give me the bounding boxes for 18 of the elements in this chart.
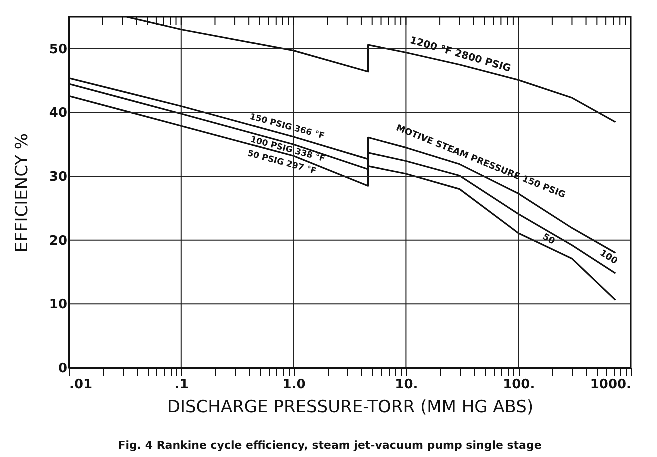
annotation: 100 [598, 248, 620, 268]
x-tick-label: .1 [174, 378, 189, 392]
x-tick-label: 100. [503, 378, 536, 392]
y-tick-label: 20 [49, 234, 68, 249]
y-tick-label: 40 [49, 106, 68, 122]
annotation: 50 [540, 232, 556, 248]
caption: Fig. 4 Rankine cycle efficiency, steam jet-vacuum pump single stage [118, 439, 542, 452]
y-tick-label: 50 [49, 42, 68, 58]
y-tick-label: 0 [58, 362, 68, 376]
annotation: 1200 °F 2800 PSIG [408, 35, 512, 75]
x-tick-label: 10. [395, 378, 418, 392]
y-tick-label: 30 [49, 170, 68, 186]
x-tick-label: 1000. [590, 378, 632, 392]
y-axis-title: EFFICIENCY % [12, 133, 32, 253]
x-tick-label: 1.0 [282, 378, 306, 392]
x-axis-title: DISCHARGE PRESSURE-TORR (MM HG ABS) [167, 398, 534, 418]
x-tick-label: .01 [70, 378, 93, 392]
y-tick-label: 10 [49, 298, 68, 313]
